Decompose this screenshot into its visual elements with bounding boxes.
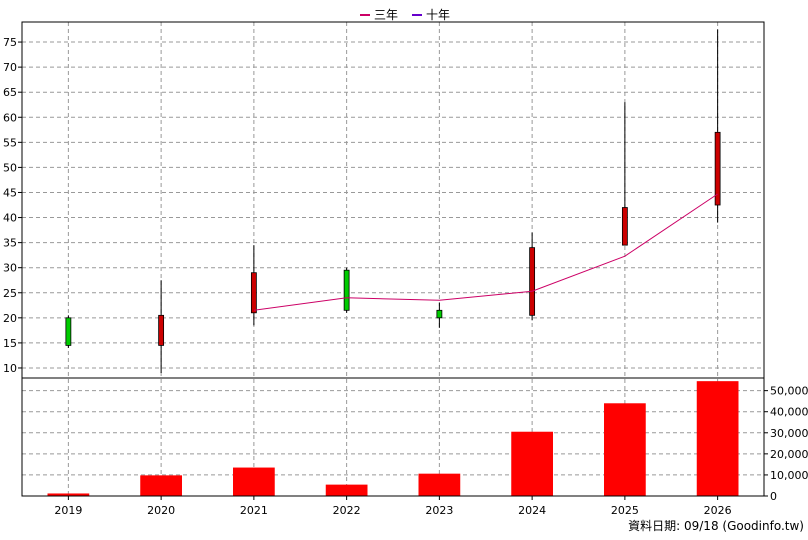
candle-body	[250, 272, 257, 314]
volume-tick-label: 40,000	[770, 406, 808, 419]
volume-bar	[140, 475, 182, 496]
volume-tick-label: 30,000	[770, 427, 808, 440]
candle-body	[621, 207, 628, 246]
candle-body	[65, 317, 72, 346]
volume-bar	[325, 484, 368, 496]
x-axis: 2019 2020 2021 2022 2023 2024 2025 2026	[54, 496, 732, 517]
source-text: 資料日期: 09/18 (Goodinfo.tw)	[628, 519, 804, 533]
price-tick-label: 60	[3, 111, 17, 124]
price-tick-label: 50	[3, 161, 17, 174]
candle-body	[158, 314, 165, 346]
price-tick-label: 15	[3, 337, 17, 350]
legend-item-3yr: 三年	[360, 6, 398, 23]
legend-item-10yr: 十年	[412, 6, 450, 23]
x-tick-label: 2022	[333, 504, 361, 517]
volume-bar	[233, 467, 275, 496]
legend: 三年 十年	[360, 6, 450, 23]
price-tick-label: 65	[3, 86, 17, 99]
x-tick-label: 2024	[518, 504, 546, 517]
volume-tick-label: 0	[770, 490, 777, 503]
legend-swatch-10yr	[412, 13, 423, 16]
x-tick-label: 2025	[611, 504, 639, 517]
x-tick-label: 2021	[240, 504, 268, 517]
plot-border	[21, 21, 765, 497]
x-tick-label: 2019	[54, 504, 82, 517]
price-tick-label: 25	[3, 287, 17, 300]
candle-body	[714, 131, 721, 206]
price-tick-label: 45	[3, 186, 17, 199]
ma-line-3yr	[253, 193, 718, 311]
price-tick-label: 10	[3, 362, 17, 375]
price-tick-label: 20	[3, 312, 17, 325]
price-tick-label: 35	[3, 237, 17, 250]
volume-bars	[47, 381, 739, 496]
volume-bar	[604, 403, 646, 496]
legend-label-10yr: 十年	[426, 8, 451, 22]
price-tick-label: 70	[3, 61, 17, 74]
volume-bar	[511, 431, 553, 496]
price-tick-label: 40	[3, 212, 17, 225]
candle-body	[343, 269, 350, 311]
x-tick-label: 2023	[425, 504, 453, 517]
volume-axis: 0 10,000 20,000 30,000 40,000 50,000	[764, 385, 808, 503]
grid-lines	[22, 22, 764, 497]
volume-tick-label: 20,000	[770, 448, 808, 461]
x-tick-label: 2026	[704, 504, 732, 517]
volume-tick-label: 50,000	[770, 385, 808, 398]
volume-bar	[47, 493, 90, 496]
legend-label-3yr: 三年	[374, 8, 399, 22]
price-axis: 10 15 20 25 30 35 40 45 50 55 60 65 70 75	[3, 36, 22, 375]
price-tick-label: 55	[3, 136, 17, 149]
volume-bar	[418, 473, 461, 496]
candle-body	[529, 247, 536, 316]
candle-body	[436, 309, 443, 319]
price-tick-label: 30	[3, 262, 17, 275]
x-tick-label: 2020	[147, 504, 175, 517]
legend-swatch-3yr	[360, 13, 370, 16]
moving-average-lines	[253, 193, 718, 311]
price-tick-label: 75	[3, 36, 17, 49]
volume-bar	[696, 381, 739, 496]
volume-tick-label: 10,000	[770, 469, 808, 482]
candlesticks	[65, 29, 721, 373]
plot-frame	[21, 21, 765, 497]
